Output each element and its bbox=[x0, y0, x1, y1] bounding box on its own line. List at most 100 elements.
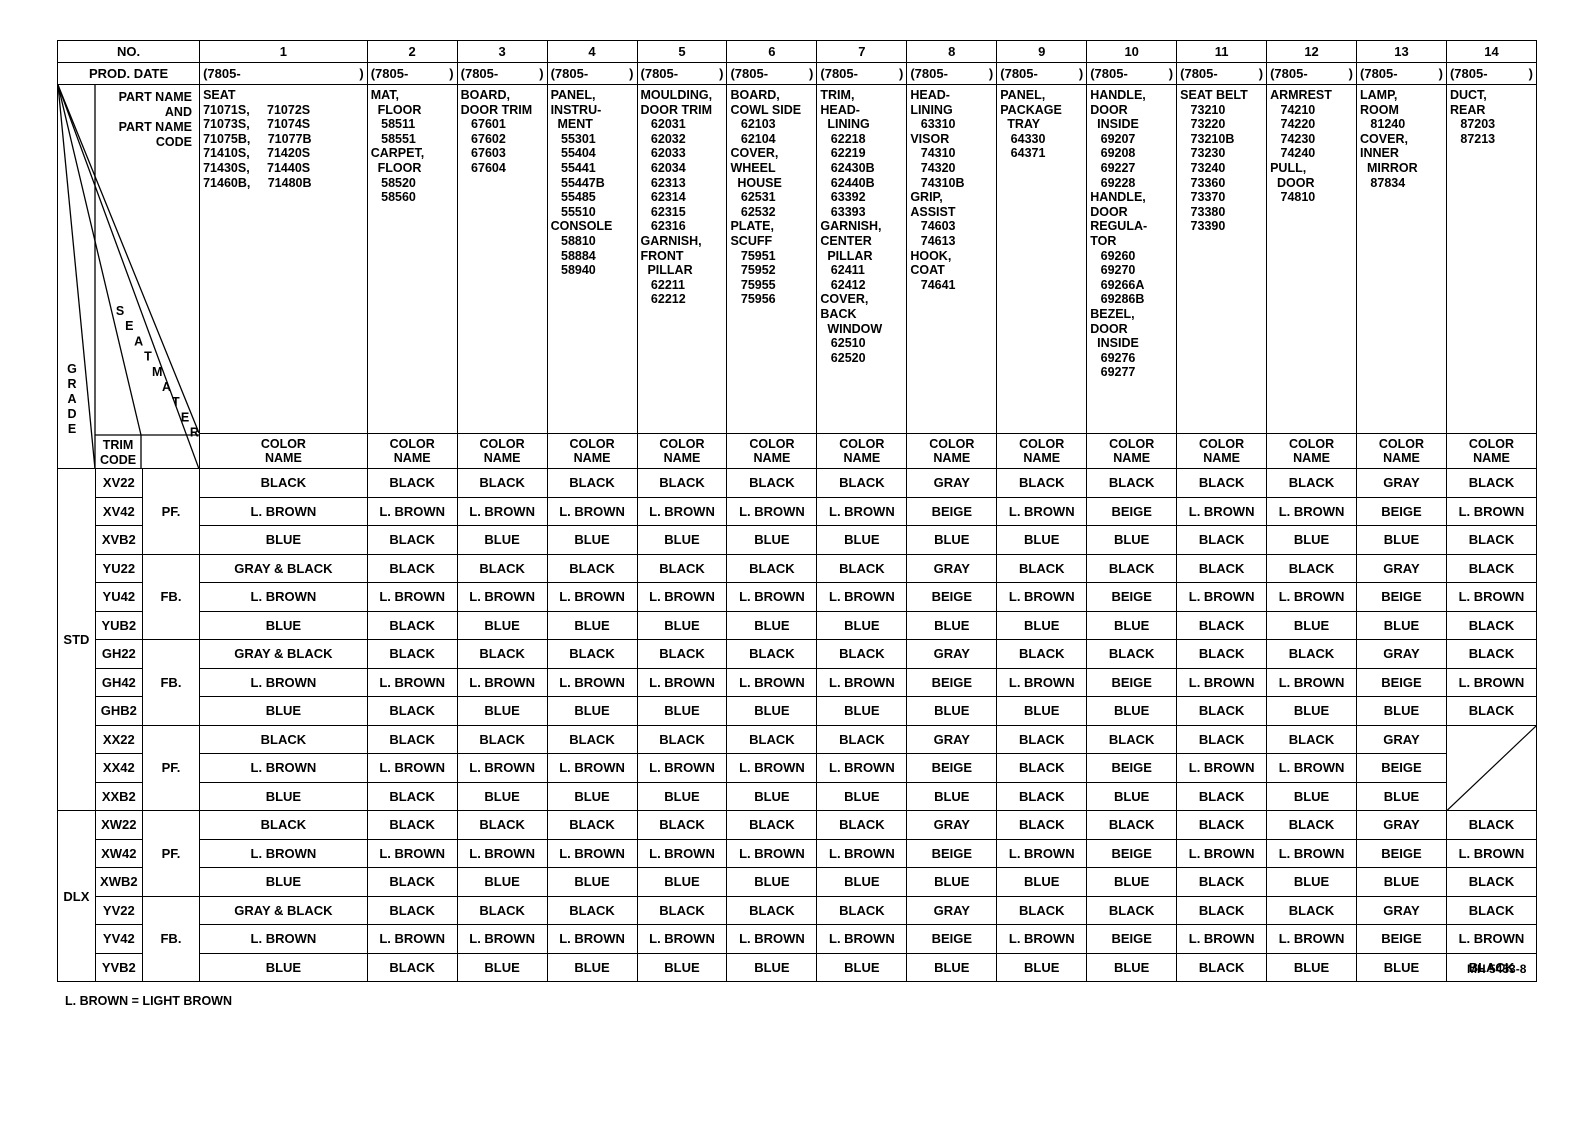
color-cell: BLACK bbox=[366, 696, 458, 726]
color-cell: BLACK bbox=[636, 639, 728, 669]
color-cell: GRAY bbox=[906, 468, 998, 498]
trim-code-cell: GH42 bbox=[94, 667, 143, 697]
part-name-line: COAT bbox=[910, 263, 945, 278]
part-name-line: PACKAGE bbox=[1000, 102, 1062, 117]
part-name-line: 62218 bbox=[820, 131, 866, 146]
trim-code-cell: XX22 bbox=[94, 724, 143, 754]
color-cell: BLUE bbox=[199, 610, 368, 640]
part-name-line: 58520 bbox=[370, 175, 416, 190]
color-cell: L. BROWN bbox=[636, 582, 728, 612]
color-cell: BLUE bbox=[906, 696, 998, 726]
color-cell: BLACK bbox=[199, 468, 368, 498]
part-name-cell: PANEL, PACKAGE TRAY 64330 64371 bbox=[996, 84, 1088, 434]
part-name-line: 62103 bbox=[730, 117, 776, 132]
color-cell: BLACK bbox=[636, 810, 728, 840]
trim-code-cell: XW42 bbox=[94, 838, 143, 868]
grade-letter: D bbox=[67, 407, 76, 421]
color-cell: GRAY bbox=[906, 810, 998, 840]
color-name-header: COLOR NAME bbox=[456, 433, 548, 469]
part-name-cell: SEAT 71071S, 71072S 71073S, 71074S 71075B, … bbox=[199, 84, 368, 434]
color-table: NO. 1 2 3 4 5 6 7 8 9 10 11 12 13 14 PROD. DATE (7805-)(… bbox=[56, 40, 1538, 982]
color-cell: BLUE bbox=[456, 696, 548, 726]
part-name-line: 62219 bbox=[820, 146, 866, 161]
part-name-line: 55510 bbox=[550, 204, 596, 219]
part-name-line: 67603 bbox=[460, 146, 506, 161]
color-cell: BLACK bbox=[199, 810, 368, 840]
color-cell: BLUE bbox=[456, 867, 548, 897]
prod-date-cell: (7805-) bbox=[906, 62, 998, 85]
color-cell: BLACK bbox=[1086, 724, 1178, 754]
color-cell: BLACK bbox=[1176, 696, 1268, 726]
part-name-line: 62316 bbox=[640, 219, 686, 234]
part-name-line: WHEEL bbox=[730, 160, 776, 175]
color-name-header: COLOR NAME bbox=[726, 433, 818, 469]
color-cell: BLUE bbox=[1356, 610, 1447, 640]
color-cell: BLACK bbox=[1176, 867, 1268, 897]
color-cell: L. BROWN bbox=[546, 753, 638, 783]
part-name-line: 69227 bbox=[1090, 160, 1136, 175]
part-name-line: COVER, bbox=[820, 292, 869, 307]
prod-date-value: (7805- bbox=[820, 66, 858, 81]
color-cell: BLUE bbox=[726, 781, 818, 811]
part-name-line: 62531 bbox=[730, 190, 776, 205]
part-name-line: FLOOR bbox=[370, 160, 422, 175]
grade-letter: E bbox=[68, 422, 76, 436]
color-cell: BLACK bbox=[366, 781, 458, 811]
part-name-line: 75956 bbox=[730, 292, 776, 307]
color-cell: L. BROWN bbox=[816, 753, 908, 783]
color-cell: GRAY bbox=[1356, 895, 1447, 925]
part-name-line: 62532 bbox=[730, 204, 776, 219]
table-row: YU22 FB. GRAY & BLACK BLACK BLACK BLACK BLACK B… bbox=[58, 553, 1538, 640]
part-name-line: 62211 bbox=[640, 277, 686, 292]
part-name-header-line: AND bbox=[165, 105, 192, 119]
color-cell: BEIGE bbox=[1356, 582, 1447, 612]
color-cell: L. BROWN bbox=[1266, 496, 1358, 526]
color-cell: BLACK bbox=[456, 468, 548, 498]
color-cell: GRAY bbox=[906, 724, 998, 754]
color-name-header: COLOR NAME bbox=[816, 433, 908, 469]
color-cell: BLUE bbox=[816, 781, 908, 811]
color-cell: GRAY & BLACK bbox=[199, 895, 368, 925]
color-cell: GRAY & BLACK bbox=[199, 639, 368, 669]
prod-date-close: ) bbox=[1168, 66, 1174, 81]
part-name-line: 69270 bbox=[1090, 263, 1136, 278]
part-name-line: 69276 bbox=[1090, 350, 1136, 365]
color-cell: BLACK bbox=[1176, 639, 1268, 669]
color-cell: BLACK bbox=[546, 468, 638, 498]
part-name-line: PILLAR bbox=[820, 248, 873, 263]
color-cell: BLACK bbox=[816, 724, 908, 754]
prod-date-value: (7805- bbox=[730, 66, 769, 81]
part-name-line: LAMP, bbox=[1360, 88, 1398, 102]
prod-date-value: (7805- bbox=[370, 66, 409, 81]
prod-date-value: (7805- bbox=[1000, 66, 1038, 81]
grade-cell: DLX bbox=[57, 810, 96, 982]
color-cell: BLACK bbox=[726, 895, 818, 925]
document-reference: MH 5453-8 bbox=[1467, 962, 1527, 976]
color-cell: BLUE bbox=[1356, 781, 1447, 811]
color-cell: BLACK bbox=[366, 639, 458, 669]
seat-material-cell: FB. bbox=[141, 553, 201, 640]
table-row: GHB2 BLUE BLACK BLUE BLUE BLUE BLUE BLUE BLUE BLU… bbox=[58, 696, 1538, 726]
color-cell: BLACK bbox=[996, 753, 1088, 783]
table-row: XV42 L. BROWN L. BROWN L. BROWN L. BROWN L. B… bbox=[58, 496, 1538, 526]
color-cell: BLACK bbox=[726, 553, 818, 583]
color-cell: BLUE bbox=[726, 867, 818, 897]
color-cell: BLACK bbox=[1086, 553, 1178, 583]
part-name-line: PILLAR bbox=[640, 263, 693, 278]
column-number: 4 bbox=[546, 40, 638, 63]
prod-date-row: PROD. DATE (7805-) (7805-) (7805-) (7805-) (7… bbox=[56, 62, 1538, 85]
part-name-line: 58511 bbox=[370, 117, 416, 132]
color-cell: BLUE bbox=[1356, 867, 1447, 897]
color-name-header: COLOR NAME bbox=[996, 433, 1088, 469]
color-cell: BLUE bbox=[726, 610, 818, 640]
prod-date-value: (7805- bbox=[1360, 66, 1398, 81]
part-name-line: INNER bbox=[1360, 146, 1399, 161]
color-cell: BLACK bbox=[1445, 696, 1538, 726]
color-cell: L. BROWN bbox=[1445, 667, 1538, 697]
prod-date-value: (7805- bbox=[203, 66, 241, 81]
table-row: XW42 L. BROWN L. BROWN L. BROWN L. BROWN L. B… bbox=[58, 838, 1538, 868]
part-name-line: 71073S, 71074S bbox=[203, 117, 311, 132]
seat-material-letter: R bbox=[190, 426, 199, 440]
part-name-line: TRIM, bbox=[820, 88, 855, 102]
